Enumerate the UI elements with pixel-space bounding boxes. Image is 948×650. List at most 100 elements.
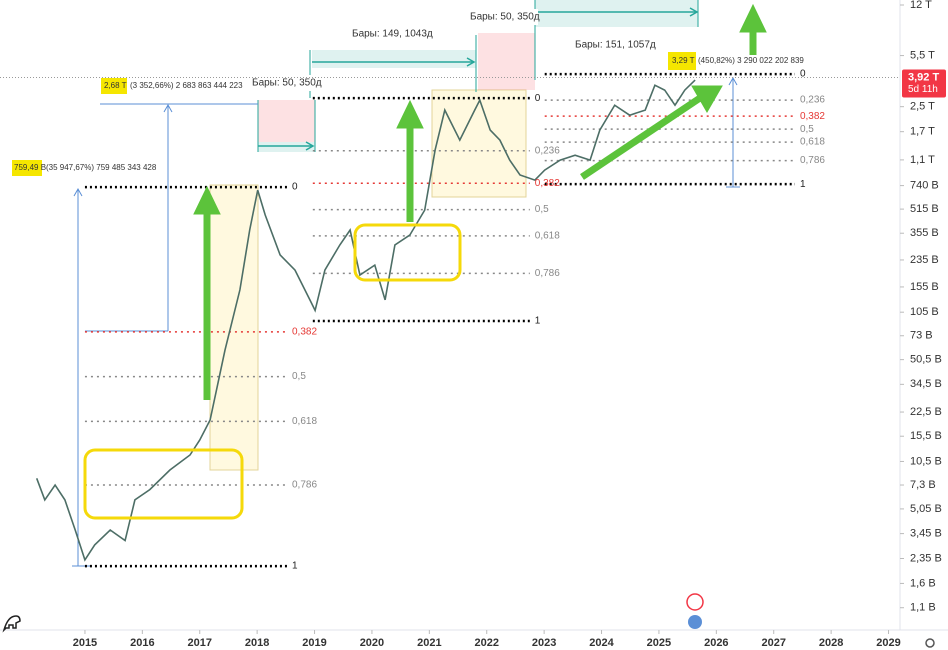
highlight-box	[353, 223, 462, 282]
y-tick-label: 235 B	[910, 254, 939, 266]
fib-label: 0,382	[800, 111, 825, 122]
y-tick-label: 22,5 B	[910, 406, 942, 418]
measure-detail: (450,82%) 3 290 022 202 839	[698, 56, 804, 65]
x-tick-label: 2029	[876, 637, 900, 649]
fib-label: 1	[800, 179, 806, 190]
y-tick-label: 5,05 B	[910, 503, 942, 515]
arrow-head	[466, 57, 476, 67]
fib-label: 0,382	[535, 178, 560, 189]
x-tick-label: 2025	[647, 637, 671, 649]
x-tick-label: 2019	[302, 637, 326, 649]
y-tick-label: 1,7 T	[910, 126, 935, 138]
x-tick-label: 2027	[761, 637, 785, 649]
fib-label: 0,786	[800, 155, 825, 166]
highlight-box	[83, 448, 244, 520]
fib-label: 0,618	[535, 231, 560, 242]
event-icon[interactable]	[688, 615, 702, 629]
x-tick-label: 2028	[819, 637, 843, 649]
y-tick-label: 73 B	[910, 330, 933, 342]
fib-label: 0,5	[800, 124, 814, 135]
green-arrows	[193, 3, 767, 400]
range-box	[535, 0, 698, 27]
fib-label: 0	[800, 69, 806, 80]
label-bg	[248, 75, 320, 91]
y-tick-label: 10,5 B	[910, 455, 942, 467]
fib-label: 0	[535, 93, 541, 104]
range-box	[478, 33, 535, 90]
x-tick-label: 2015	[73, 637, 97, 649]
y-tick-label: 50,5 B	[910, 354, 942, 366]
x-tick-label: 2022	[474, 637, 498, 649]
fib-label: 0,5	[292, 371, 306, 382]
plot-area	[35, 72, 795, 568]
fib-label: 0,236	[535, 145, 560, 156]
y-tick-label: 155 B	[910, 281, 939, 293]
measure-highlight	[668, 52, 696, 70]
range-box	[258, 142, 315, 152]
y-tick-label: 355 B	[910, 227, 939, 239]
y-tick-label: 1,1 B	[910, 602, 936, 614]
fib-label: 0,382	[292, 327, 317, 338]
x-tick-label: 2018	[245, 637, 269, 649]
bar-range-label: Бары: 50, 350д	[252, 78, 322, 89]
bar-range-label: Бары: 50, 350д	[470, 12, 540, 23]
y-tick-label: 3,45 B	[910, 528, 942, 540]
measure-value: 2,68 T	[104, 81, 127, 90]
label-bg	[346, 26, 434, 42]
x-tick-label: 2016	[130, 637, 154, 649]
fib-label: 1	[535, 316, 541, 327]
arrow-head	[689, 7, 699, 17]
bar-range-label: Бары: 151, 1057д	[575, 40, 656, 51]
y-tick-label: 15,5 B	[910, 430, 942, 442]
measure-lines	[72, 76, 740, 567]
x-tick-label: 2020	[360, 637, 384, 649]
countdown: 5d 11h	[908, 84, 938, 95]
settings-icon[interactable]	[925, 638, 935, 648]
x-tick-label: 2023	[532, 637, 556, 649]
y-tick-label: 2,5 T	[910, 101, 935, 113]
date-range-box	[431, 89, 527, 198]
bar-range-label: Бары: 149, 1043д	[352, 29, 433, 40]
range-box	[258, 100, 315, 142]
y-tick-label: 12 T	[910, 0, 932, 11]
fib-label: 0,786	[292, 480, 317, 491]
fib-label: 0,618	[292, 416, 317, 427]
price-line	[35, 79, 696, 562]
y-tick-label: 34,5 B	[910, 378, 942, 390]
x-tick-label: 2026	[704, 637, 728, 649]
fib-label: 0,618	[800, 137, 825, 148]
fib-label: 0	[292, 182, 298, 193]
y-tick-label: 7,3 B	[910, 479, 936, 491]
y-tick-label: 1,1 T	[910, 154, 935, 166]
y-tick-label: 1,6 B	[910, 577, 936, 589]
x-tick-label: 2017	[188, 637, 212, 649]
last-price-tag	[902, 69, 946, 98]
fib-label: 1	[292, 561, 298, 572]
y-tick-label: 740 B	[910, 180, 939, 192]
logo-icon[interactable]	[2, 615, 21, 633]
measure-detail: (3 352,66%) 2 683 863 444 223	[130, 81, 243, 90]
event-icon[interactable]	[686, 593, 704, 611]
last-price-label: 3,92 T	[908, 71, 939, 83]
y-tick-label: 105 B	[910, 306, 939, 318]
measure-highlight	[12, 160, 42, 176]
measure-detail: (35 947,67%) 759 485 343 428	[46, 163, 157, 172]
measure-highlight	[101, 78, 127, 94]
arrow-head	[305, 141, 315, 151]
y-tick-label: 2,35 B	[910, 552, 942, 564]
range-box	[312, 50, 476, 68]
x-tick-label: 2021	[417, 637, 441, 649]
label-bg	[466, 9, 538, 25]
measure-value: 759,49 B	[14, 163, 46, 172]
x-tick-label: 2024	[589, 637, 614, 649]
y-tick-label: 5,5 T	[910, 49, 935, 61]
measure-value: 3,29 T	[672, 56, 695, 65]
fib-label: 0,786	[535, 268, 560, 279]
fib-label: 0,236	[800, 95, 825, 106]
fib-label: 0,5	[535, 204, 549, 215]
label-bg	[570, 37, 660, 53]
y-tick-label: 515 B	[910, 203, 939, 215]
